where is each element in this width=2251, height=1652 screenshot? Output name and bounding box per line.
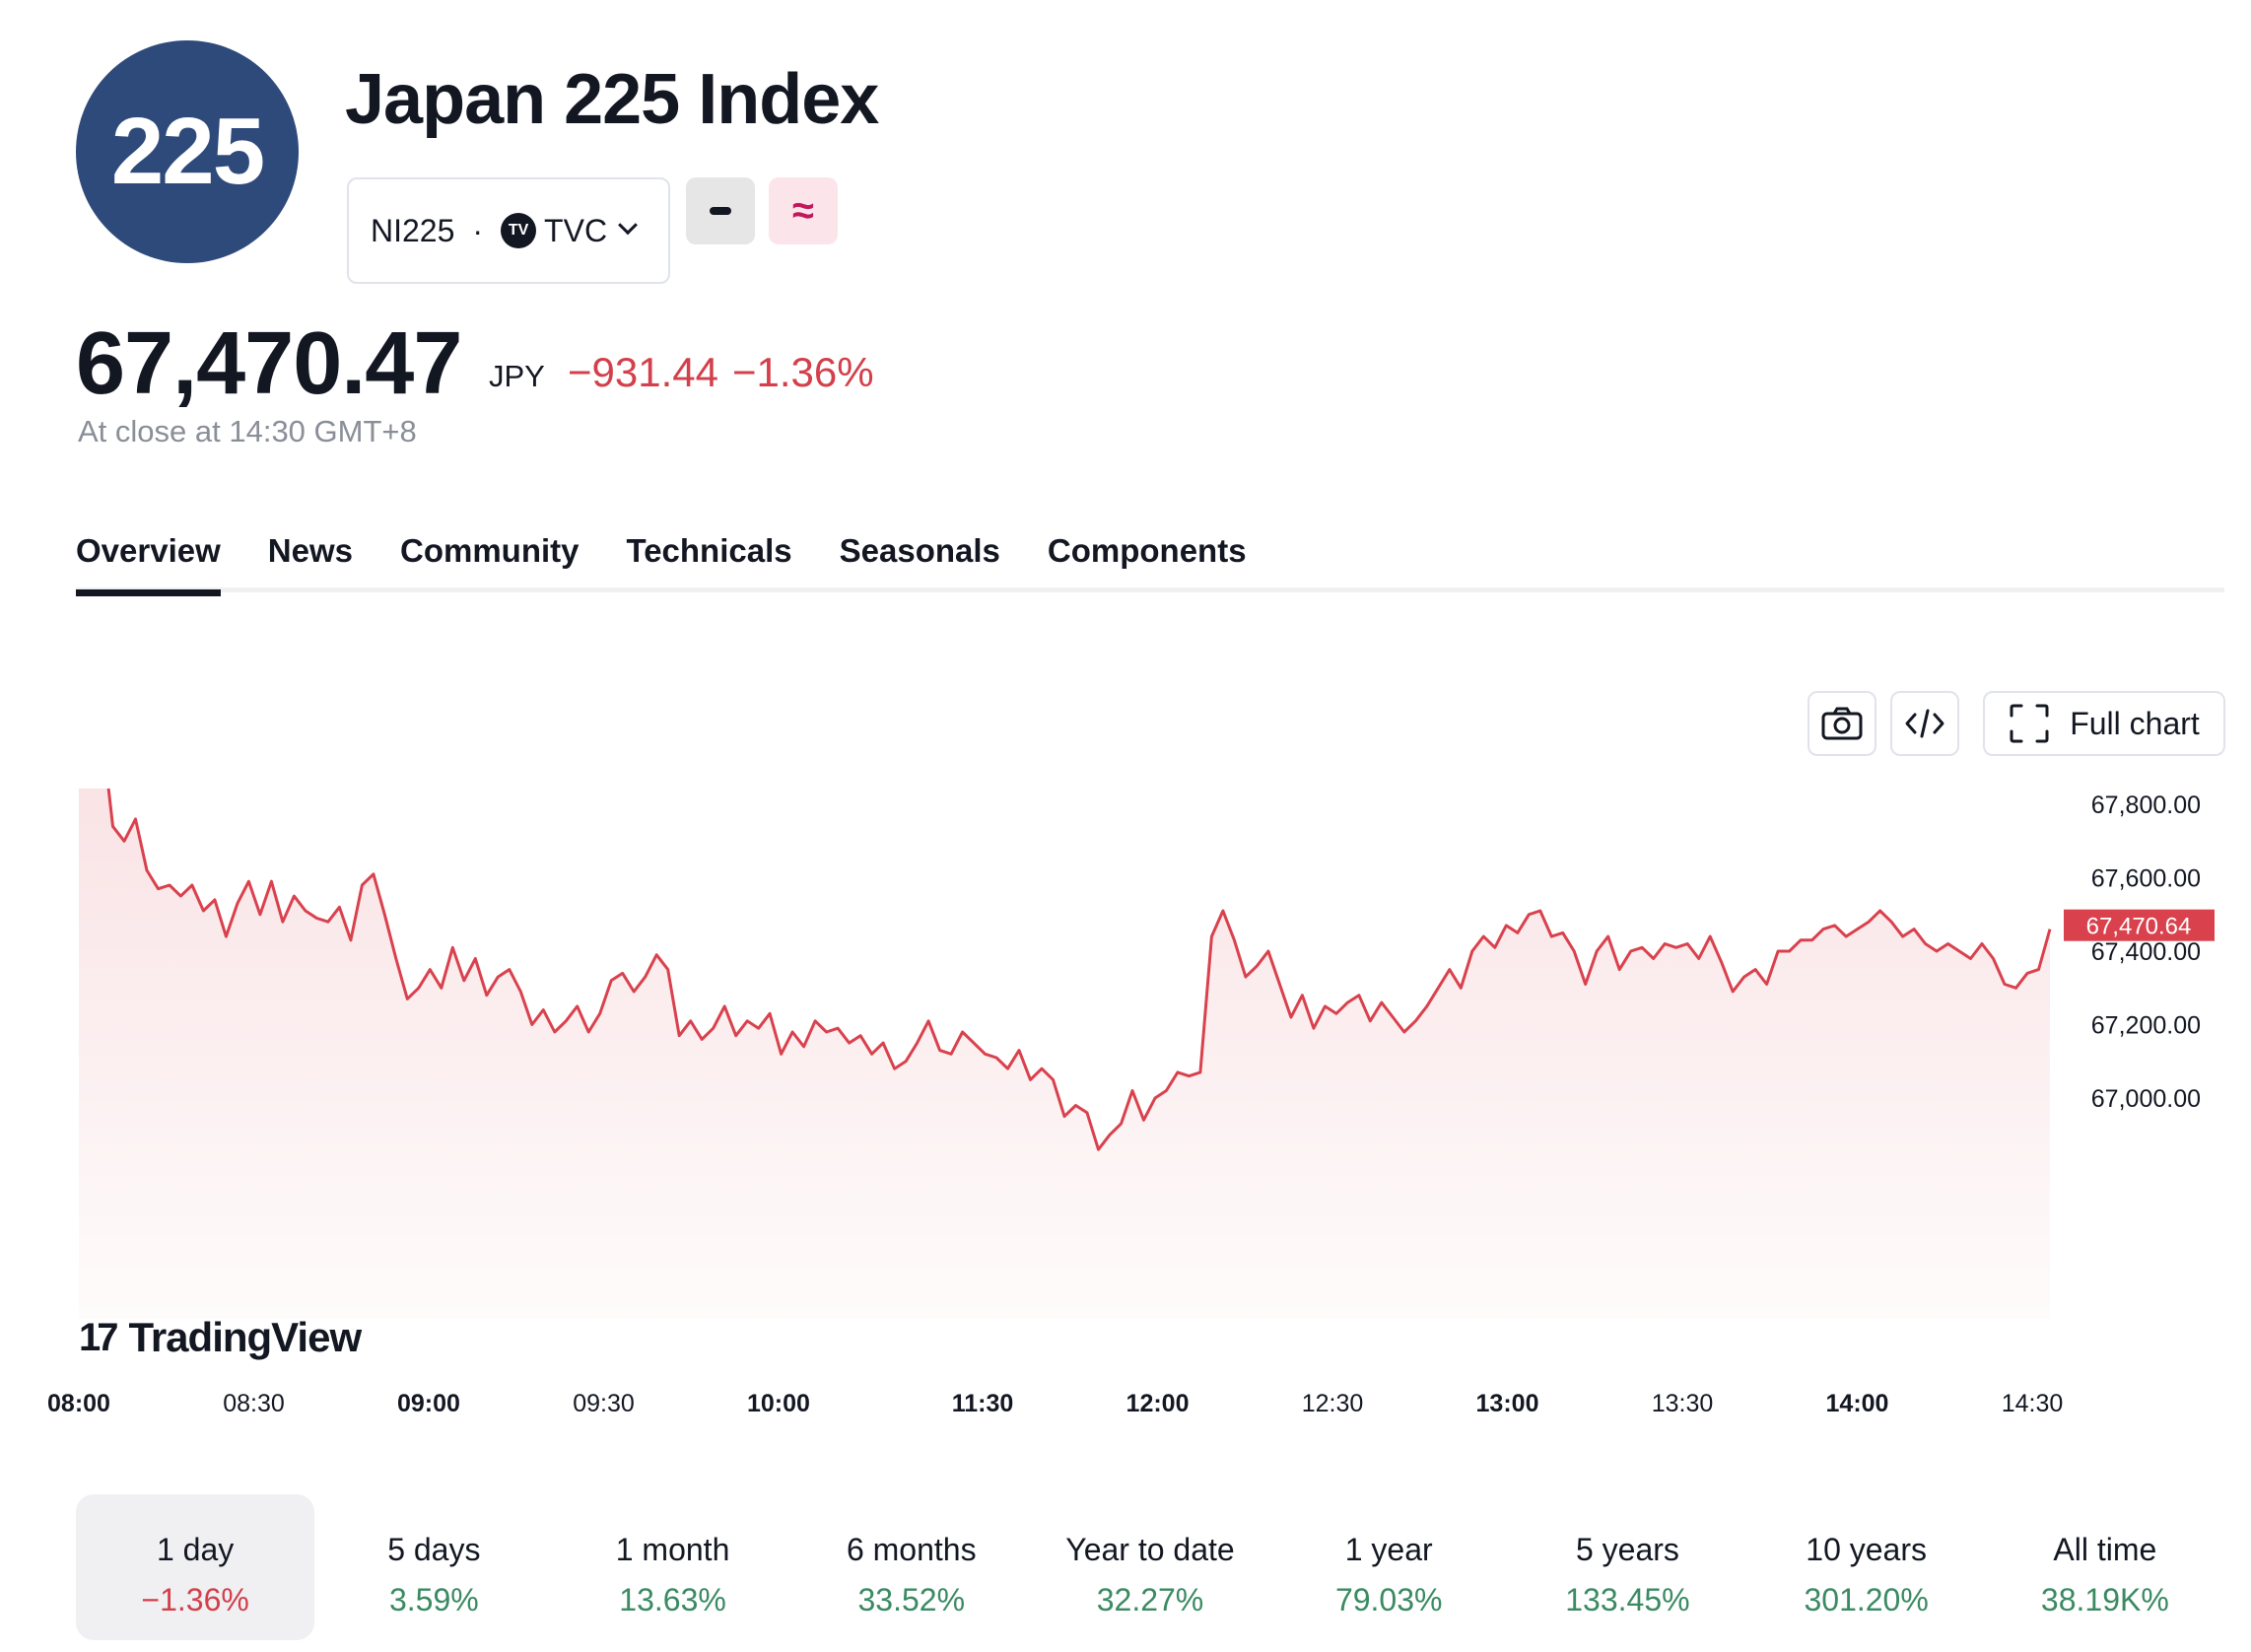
period-label: 5 years	[1575, 1532, 1679, 1567]
y-tick-label: 67,800.00	[2091, 792, 2201, 819]
period-value: −1.36%	[141, 1582, 249, 1618]
x-tick-label: 09:00	[397, 1390, 460, 1417]
tab-bar: Overview News Community Technicals Seaso…	[76, 532, 1247, 596]
x-tick-label: 14:30	[2002, 1390, 2064, 1417]
minus-badge-button[interactable]	[686, 177, 755, 244]
y-tick-label: 67,400.00	[2091, 938, 2201, 966]
price-chart[interactable]: Prev close68,401.9168,200.0068,000.0067,…	[0, 789, 2251, 1439]
embed-button[interactable]	[1890, 691, 1959, 756]
price-area	[79, 789, 2050, 1319]
period-1-month[interactable]: 1 month 13.63%	[553, 1494, 791, 1640]
tradingview-logo: 17 TradingView	[79, 1314, 363, 1361]
tab-news[interactable]: News	[267, 532, 353, 569]
period-value: 301.20%	[1804, 1582, 1929, 1618]
price-change: −931.44 −1.36%	[568, 349, 874, 396]
period-6-months[interactable]: 6 months 33.52%	[792, 1494, 1031, 1640]
chevron-down-icon	[618, 215, 638, 236]
period-1-year[interactable]: 1 year 79.03%	[1269, 1494, 1508, 1640]
period-label: All time	[2053, 1532, 2157, 1567]
tab-community[interactable]: Community	[399, 532, 580, 569]
period-label: Year to date	[1065, 1532, 1235, 1567]
tab-components[interactable]: Components	[1047, 532, 1247, 569]
period-label: 1 day	[156, 1532, 235, 1567]
period-label: 10 years	[1806, 1532, 1927, 1567]
period-value: 133.45%	[1565, 1582, 1690, 1618]
exchange-label: TVC	[544, 212, 608, 248]
period-year-to-date[interactable]: Year to date 32.27%	[1031, 1494, 1269, 1640]
full-chart-label: Full chart	[2070, 705, 2200, 741]
index-logo: 225	[76, 40, 299, 263]
x-tick-label: 08:30	[223, 1390, 285, 1417]
period-label: 6 months	[846, 1532, 977, 1567]
approx-icon: ≈	[792, 188, 814, 233]
period-value: 32.27%	[1096, 1582, 1204, 1618]
last-price-label: 67,470.64	[2086, 914, 2192, 940]
currency-label: JPY	[489, 359, 545, 393]
y-tick-label: 67,200.00	[2091, 1012, 2201, 1040]
full-chart-button[interactable]: Full chart	[1983, 691, 2225, 756]
tabs-divider	[76, 587, 2224, 592]
period-selector: 1 day −1.36% 5 days 3.59% 1 month 13.63% 6 …	[76, 1494, 2224, 1640]
period-value: 3.59%	[388, 1582, 479, 1618]
tradingview-wordmark: TradingView	[128, 1314, 363, 1360]
last-price: 67,470.47	[76, 314, 462, 413]
page-title: Japan 225 Index	[345, 60, 879, 139]
period-5-days[interactable]: 5 days 3.59%	[314, 1494, 553, 1640]
period-value: 13.63%	[619, 1582, 726, 1618]
change-percent: −1.36%	[732, 349, 874, 395]
x-tick-label: 10:00	[747, 1390, 810, 1417]
x-tick-label: 08:00	[47, 1390, 110, 1417]
period-1-day[interactable]: 1 day −1.36%	[76, 1494, 315, 1640]
symbol-label: NI225	[371, 212, 455, 248]
period-value: 38.19K%	[2040, 1582, 2169, 1618]
tab-technicals[interactable]: Technicals	[626, 532, 792, 569]
period-all-time[interactable]: All time 38.19K%	[1986, 1494, 2224, 1640]
period-label: 1 year	[1344, 1532, 1433, 1567]
fullscreen-icon	[2010, 704, 2049, 743]
x-tick-label: 14:00	[1826, 1390, 1889, 1417]
x-tick-label: 12:30	[1302, 1390, 1364, 1417]
close-note: At close at 14:30 GMT+8	[78, 414, 417, 448]
x-tick-label: 11:30	[952, 1390, 1014, 1417]
logo-text: 225	[110, 99, 265, 204]
period-value: 33.52%	[857, 1582, 966, 1618]
minus-icon	[710, 207, 731, 215]
tradingview-badge-icon: TV	[501, 213, 537, 248]
symbol-exchange-selector[interactable]: NI225 · TV TVC	[347, 177, 670, 284]
period-label: 1 month	[615, 1532, 730, 1567]
y-tick-label: 67,600.00	[2091, 865, 2201, 893]
price-line	[106, 789, 2052, 1151]
code-icon	[1905, 709, 1944, 738]
period-label: 5 days	[387, 1532, 481, 1567]
camera-icon	[1821, 707, 1863, 740]
period-10-years[interactable]: 10 years 301.20%	[1747, 1494, 1986, 1640]
change-value: −931.44	[568, 349, 718, 395]
tradingview-mark-icon: 17	[79, 1315, 118, 1359]
last-price-label-bg	[2064, 909, 2215, 941]
tab-seasonals[interactable]: Seasonals	[839, 532, 1000, 569]
approx-badge-button[interactable]: ≈	[769, 177, 838, 244]
separator-dot: ·	[472, 212, 484, 248]
tab-overview[interactable]: Overview	[76, 532, 221, 596]
period-value: 79.03%	[1334, 1582, 1443, 1618]
x-tick-label: 09:30	[573, 1390, 635, 1417]
period-5-years[interactable]: 5 years 133.45%	[1508, 1494, 1746, 1640]
snapshot-button[interactable]	[1808, 691, 1876, 756]
x-tick-label: 13:30	[1652, 1390, 1714, 1417]
y-tick-label: 67,000.00	[2091, 1085, 2201, 1113]
x-tick-label: 12:00	[1126, 1390, 1190, 1417]
x-tick-label: 13:00	[1476, 1390, 1539, 1417]
